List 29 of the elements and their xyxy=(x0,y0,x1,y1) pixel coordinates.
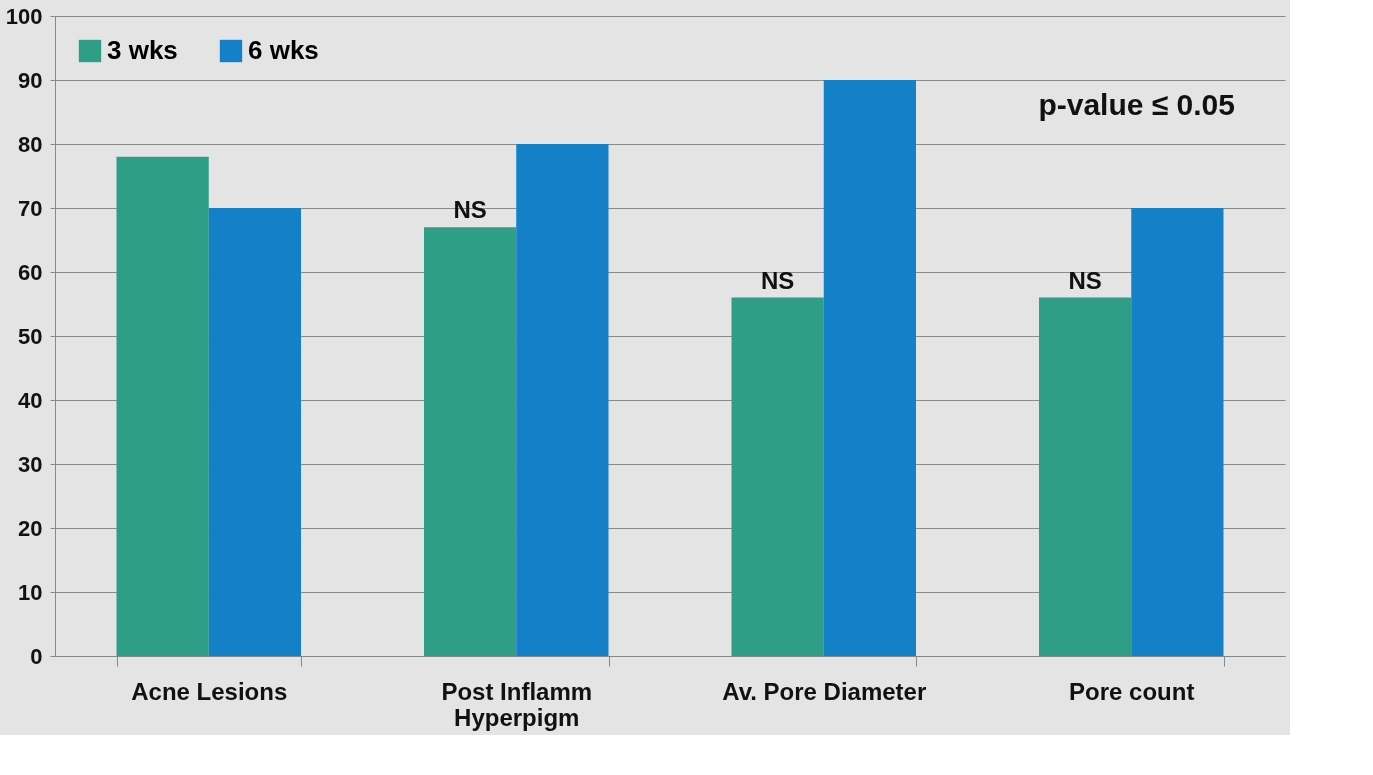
y-tick-label: 80 xyxy=(18,131,43,157)
bar xyxy=(116,156,209,656)
bar xyxy=(1039,297,1132,656)
x-tick-label: Av. Pore Diameter xyxy=(722,677,927,705)
y-tick-label: 70 xyxy=(18,195,43,221)
y-tick-label: 50 xyxy=(18,323,43,349)
annotation: NS xyxy=(760,266,795,294)
y-tick-label: 40 xyxy=(18,387,43,413)
annotation: NS xyxy=(453,196,487,224)
bar xyxy=(731,297,824,656)
y-tick-label: 0 xyxy=(30,643,43,669)
y-tick-label: 30 xyxy=(18,451,43,477)
y-tick-label: 20 xyxy=(18,515,43,541)
x-tick-label: Post Inflamm Hyperpigm xyxy=(441,677,593,731)
y-tick-label: 100 xyxy=(5,3,43,29)
bar xyxy=(208,208,301,656)
x-tick-label: Pore count xyxy=(1069,677,1195,705)
annotation: p-value ≤ 0.05 xyxy=(1038,88,1235,121)
y-tick-label: 10 xyxy=(18,579,43,605)
bar xyxy=(424,227,517,656)
bar xyxy=(823,80,916,656)
x-tick-label: Acne Lesions xyxy=(131,677,288,705)
y-tick-label: 90 xyxy=(18,67,43,93)
y-tick-label: 60 xyxy=(18,259,43,285)
bar xyxy=(1131,208,1224,656)
legend-label: 6 wks xyxy=(248,35,319,65)
annotation: NS xyxy=(1068,266,1102,294)
bar xyxy=(516,144,609,656)
legend-label: 3 wks xyxy=(107,35,178,65)
